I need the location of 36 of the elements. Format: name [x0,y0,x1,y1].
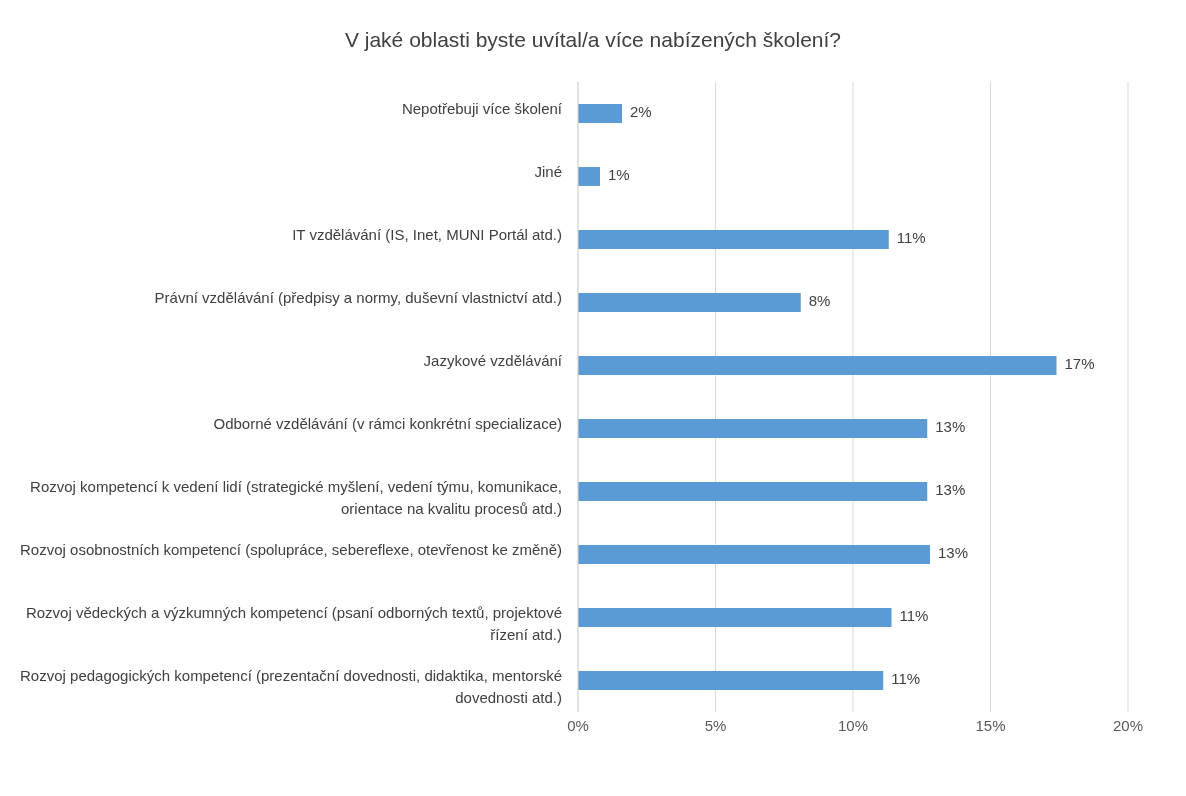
bar [578,671,884,690]
y-tick-label: Jiné [534,162,562,180]
x-tick-label: 15% [975,716,1006,734]
data-label: 11% [896,229,926,247]
bar [578,104,622,123]
y-tick-label: Jazykové vzdělávání [423,351,563,369]
bar [578,608,892,627]
y-tick-label: Rozvoj vědeckých a výzkumných kompetencí (psaní odborných textů, projektové řízení atd.) [25,603,562,643]
y-tick-label: Rozvoj kompetencí k vedení lidí (strategické myšlení, vedení týmu, komunikace, orientace na kvalitu procesů atd.) [30,477,562,517]
y-tick-label: Nepotřebuji více školení [401,99,563,117]
data-label: 13% [935,418,966,436]
bar [578,482,928,501]
data-label: 2% [630,103,652,121]
chart-title: V jaké oblasti byste uvítal/a více nabízených školení? [343,27,843,53]
data-label: 17% [1064,355,1095,373]
y-tick-label: IT vzdělávání (IS, Inet, MUNI Portál atd.) [292,225,562,243]
y-tick-label: Odborné vzdělávání (v rámci konkrétní specializace) [213,414,562,432]
x-tick-label: 10% [837,716,869,734]
bar [578,356,1057,375]
bar [578,230,889,249]
data-label: 11% [891,670,921,688]
bar [578,545,930,564]
y-tick-label: Rozvoj pedagogických kompetencí (prezentační dovednosti, didaktika, mentorské dovednosti atd.) [20,666,562,706]
data-label: 13% [938,544,969,562]
data-label: 11% [899,607,929,625]
x-tick-label: 5% [704,716,727,734]
data-label: 1% [608,166,630,184]
bar [578,167,600,186]
x-tick-label: 0% [567,716,589,734]
x-tick-label: 20% [1112,716,1144,734]
bar [578,419,928,438]
bar [578,293,801,312]
data-label: 13% [935,481,966,499]
y-tick-label: Právní vzdělávání (předpisy a normy, duševní vlastnictví atd.) [154,288,562,306]
y-tick-label: Rozvoj osobnostních kompetencí (spolupráce, sebereflexe, otevřenost ke změně) [20,540,562,558]
data-label: 8% [808,292,831,310]
